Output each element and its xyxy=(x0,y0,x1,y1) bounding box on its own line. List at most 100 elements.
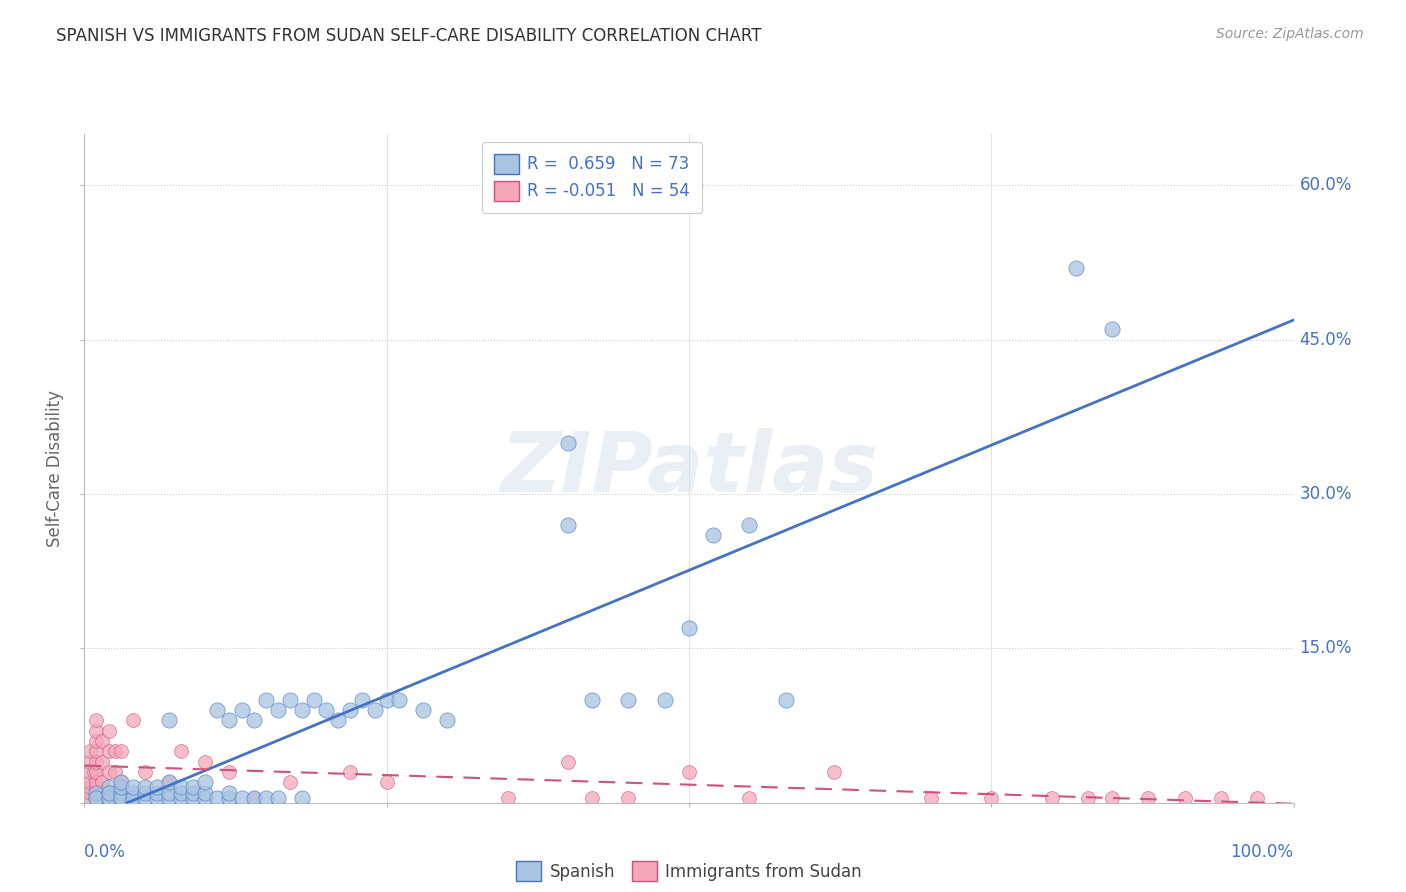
Point xyxy=(170,780,193,795)
Point xyxy=(254,790,277,805)
Text: 0.0%: 0.0% xyxy=(84,843,127,861)
Point xyxy=(231,790,253,805)
Point xyxy=(110,775,132,789)
Point xyxy=(218,790,240,805)
Point xyxy=(121,714,143,728)
Point xyxy=(436,714,458,728)
Point xyxy=(738,517,761,532)
Point xyxy=(97,723,120,738)
Point xyxy=(157,785,180,799)
Point xyxy=(86,780,108,795)
Point xyxy=(302,693,325,707)
Point xyxy=(581,790,603,805)
Point xyxy=(738,790,761,805)
Point xyxy=(194,785,217,799)
Point xyxy=(315,703,337,717)
Point xyxy=(388,693,411,707)
Point xyxy=(1077,790,1099,805)
Point xyxy=(375,693,398,707)
Point xyxy=(97,785,120,799)
Point xyxy=(86,723,108,738)
Point xyxy=(339,703,361,717)
Point xyxy=(97,785,120,799)
Point xyxy=(157,790,180,805)
Point xyxy=(775,693,797,707)
Legend: Spanish, Immigrants from Sudan: Spanish, Immigrants from Sudan xyxy=(509,855,869,888)
Point xyxy=(267,703,290,717)
Point xyxy=(134,780,156,795)
Point xyxy=(97,780,120,795)
Point xyxy=(86,755,108,769)
Point xyxy=(291,703,314,717)
Point xyxy=(86,775,108,789)
Point xyxy=(86,790,108,805)
Point xyxy=(557,435,579,450)
Text: 100.0%: 100.0% xyxy=(1230,843,1294,861)
Text: 15.0%: 15.0% xyxy=(1299,640,1353,657)
Point xyxy=(557,755,579,769)
Point xyxy=(218,714,240,728)
Point xyxy=(352,693,374,707)
Point xyxy=(1064,260,1087,275)
Point xyxy=(86,764,108,779)
Point xyxy=(194,755,217,769)
Point xyxy=(79,775,101,789)
Point xyxy=(86,734,108,748)
Point xyxy=(339,764,361,779)
Point xyxy=(328,714,350,728)
Point xyxy=(1101,322,1123,336)
Point xyxy=(170,785,193,799)
Point xyxy=(557,517,579,532)
Point xyxy=(218,785,240,799)
Point xyxy=(181,780,204,795)
Point xyxy=(157,775,180,789)
Point xyxy=(678,621,700,635)
Point xyxy=(157,775,180,789)
Point xyxy=(375,775,398,789)
Point xyxy=(207,703,229,717)
Point xyxy=(79,785,101,799)
Point xyxy=(1246,790,1268,805)
Point xyxy=(83,764,105,779)
Text: SPANISH VS IMMIGRANTS FROM SUDAN SELF-CARE DISABILITY CORRELATION CHART: SPANISH VS IMMIGRANTS FROM SUDAN SELF-CA… xyxy=(56,27,762,45)
Point xyxy=(702,528,724,542)
Point xyxy=(121,780,143,795)
Point xyxy=(86,790,108,805)
Point xyxy=(121,790,143,805)
Point xyxy=(170,744,193,758)
Point xyxy=(104,764,127,779)
Text: ZIPatlas: ZIPatlas xyxy=(501,428,877,508)
Text: Source: ZipAtlas.com: Source: ZipAtlas.com xyxy=(1216,27,1364,41)
Point xyxy=(86,785,108,799)
Point xyxy=(363,703,385,717)
Point xyxy=(581,693,603,707)
Point xyxy=(86,785,108,799)
Point xyxy=(121,785,143,799)
Point xyxy=(97,744,120,758)
Point xyxy=(91,775,114,789)
Point xyxy=(242,714,264,728)
Text: 60.0%: 60.0% xyxy=(1299,177,1353,194)
Point xyxy=(231,703,253,717)
Point xyxy=(97,790,120,805)
Point xyxy=(1209,790,1232,805)
Point xyxy=(194,790,217,805)
Point xyxy=(157,714,180,728)
Point xyxy=(110,775,132,789)
Point xyxy=(920,790,942,805)
Point xyxy=(242,790,264,805)
Point xyxy=(91,734,114,748)
Point xyxy=(291,790,314,805)
Point xyxy=(97,764,120,779)
Text: 45.0%: 45.0% xyxy=(1299,331,1353,349)
Point xyxy=(110,790,132,805)
Point xyxy=(79,790,101,805)
Point xyxy=(1174,790,1197,805)
Y-axis label: Self-Care Disability: Self-Care Disability xyxy=(46,390,65,547)
Point xyxy=(617,790,640,805)
Point xyxy=(86,744,108,758)
Point xyxy=(121,790,143,805)
Point xyxy=(110,790,132,805)
Point xyxy=(267,790,290,805)
Point xyxy=(218,764,240,779)
